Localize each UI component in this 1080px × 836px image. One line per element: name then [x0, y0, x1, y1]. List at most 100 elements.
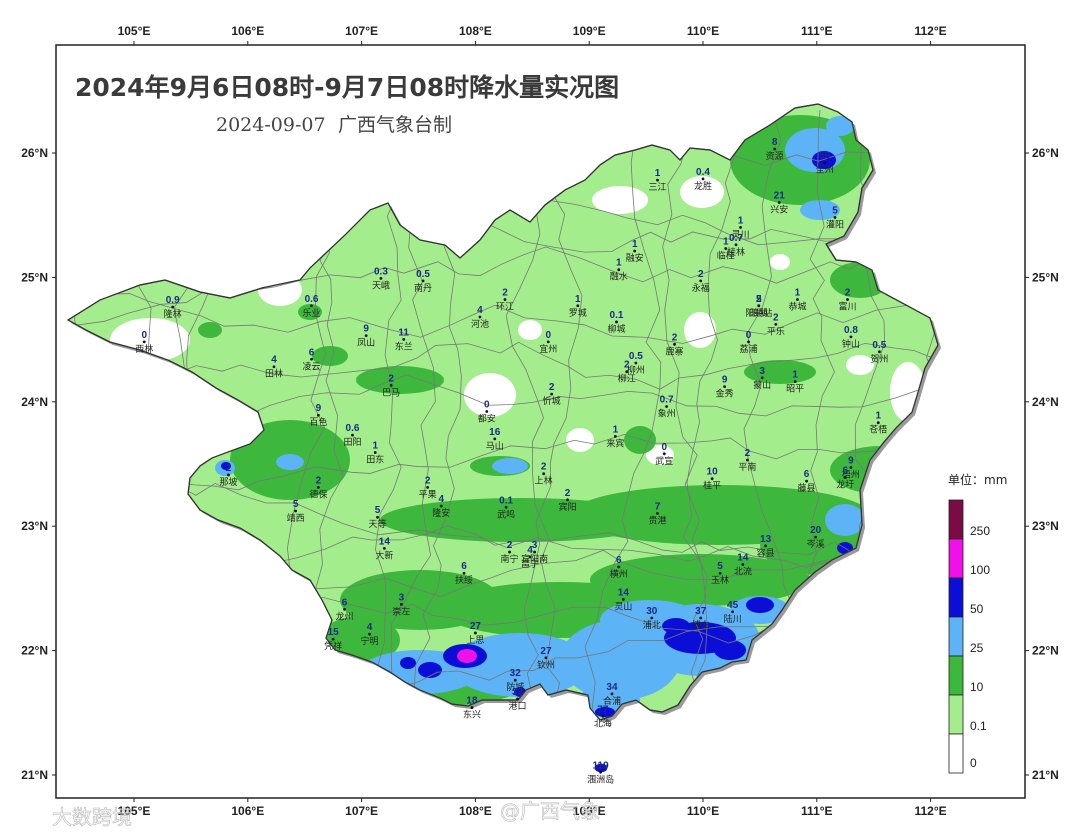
legend: 250 100 50 25 10 0.1 0: [948, 499, 990, 774]
station-name: 龙胜: [694, 180, 712, 192]
station: 1 灵川: [732, 215, 750, 240]
station: 4 田林: [265, 355, 283, 380]
station-name: 北海: [594, 717, 612, 729]
station-value: 1: [723, 237, 729, 248]
axis-ticks: 105°E 105°E 106°E 106°E 107°E 107°E 108°E 108°E…: [21, 24, 1059, 818]
station-value: 0: [746, 330, 752, 341]
station: 27 钦州: [537, 646, 555, 671]
station-dot: [142, 340, 146, 344]
lat-tick-right: 21°N: [1032, 768, 1059, 782]
station: 3 崇左: [392, 592, 410, 617]
station: 2 鹿寨: [666, 332, 684, 357]
station: 4 邕宁: [521, 545, 539, 570]
station-name: 那坡: [219, 476, 237, 488]
station: 37 博白: [692, 606, 710, 631]
lon-tick-top: 106°E: [231, 24, 264, 38]
station-dot: [757, 304, 761, 308]
station-value: 1: [738, 215, 744, 226]
station: 2 巴马: [382, 373, 400, 398]
station-name: 巴马: [382, 387, 400, 398]
station-value: 0.1: [610, 310, 624, 321]
station-dot: [760, 376, 764, 380]
station-name: 横州: [610, 568, 628, 580]
station-value: 2: [624, 360, 630, 371]
station-value: 2: [698, 269, 704, 280]
station-name: 罗城: [569, 308, 587, 319]
station: 14 灵山: [614, 587, 632, 612]
station: 2 永福: [692, 269, 710, 294]
station-dot: [849, 466, 853, 469]
station: 6 龙圩: [836, 465, 854, 490]
station-dot: [843, 476, 847, 479]
station-value: 4: [438, 494, 444, 505]
station: 2 忻城: [543, 382, 561, 407]
legend-label: 250: [970, 524, 990, 538]
station: 16 马山: [486, 427, 504, 452]
station-dot: [310, 357, 313, 361]
station: 0.7 桂林: [727, 233, 745, 258]
station-dot: [599, 770, 602, 774]
station-dot: [793, 380, 797, 384]
station-dot: [462, 571, 466, 575]
station-name: 钟山: [842, 338, 860, 350]
station-name: 象州: [658, 408, 676, 420]
lat-tick-right: 24°N: [1032, 395, 1059, 409]
station-dot: [718, 571, 722, 575]
station-value: 3: [532, 540, 538, 551]
station-value: 9: [722, 375, 728, 386]
station-value: 16: [489, 427, 501, 438]
station-value: 15: [328, 627, 340, 638]
subtitle-date: 2024-09-07: [216, 114, 326, 136]
lon-tick-bottom: 112°E: [915, 804, 947, 818]
station-dot: [777, 201, 781, 204]
station-dot: [493, 437, 497, 441]
station-name: 宾阳南: [521, 553, 548, 565]
station-name: 防城: [506, 681, 524, 693]
station-dot: [343, 607, 346, 611]
station-dot: [814, 535, 818, 539]
station: 0.7 象州: [658, 395, 676, 420]
station-name: 都安: [478, 413, 496, 425]
station-value: 18: [466, 696, 478, 707]
station: 2 平南: [738, 448, 756, 473]
station-name: 忻城: [543, 395, 561, 407]
station: 14 大新: [375, 536, 393, 561]
lon-tick-top: 111°E: [801, 24, 833, 38]
lon-tick-top: 107°E: [345, 24, 378, 38]
station: 0.5 柳州: [627, 351, 645, 376]
station: 4 河池: [471, 305, 489, 330]
station-dot: [665, 405, 668, 408]
station: 56 全州: [816, 151, 834, 176]
station: 119 涠洲岛: [587, 760, 614, 785]
station-name: 凌云: [303, 360, 321, 372]
station-value: 2: [388, 373, 394, 384]
station: 2 平乐: [767, 312, 785, 337]
station-dot: [699, 279, 703, 283]
station-name: 宁明: [361, 635, 379, 647]
station-name: 河池: [471, 318, 489, 330]
station-value: 14: [737, 553, 749, 564]
station-dot: [389, 383, 393, 387]
station: 0 都安: [478, 400, 496, 425]
station-name: 港口: [508, 700, 526, 712]
station-value: 2: [425, 475, 431, 486]
station-dot: [533, 550, 536, 554]
station-name: 富川: [839, 301, 857, 313]
station-dot: [310, 304, 313, 308]
station-value: 2: [502, 288, 508, 299]
station-dot: [823, 161, 827, 165]
station-value: 34: [606, 682, 618, 693]
station-name: 浦北: [643, 619, 661, 631]
station-value: 0.7: [729, 233, 743, 244]
station: 3 蒙山: [753, 366, 771, 391]
station-value: 2: [845, 288, 851, 299]
station-value: 8: [772, 137, 778, 148]
station-value: 9: [848, 455, 854, 466]
legend-label: 0.1: [970, 719, 987, 733]
station: 2 富川: [839, 288, 857, 313]
station-value: 4: [271, 355, 277, 366]
station-value: 10: [707, 467, 719, 478]
station-dot: [426, 485, 430, 489]
legend-label: 50: [970, 602, 984, 616]
station-value: 5: [832, 205, 838, 216]
